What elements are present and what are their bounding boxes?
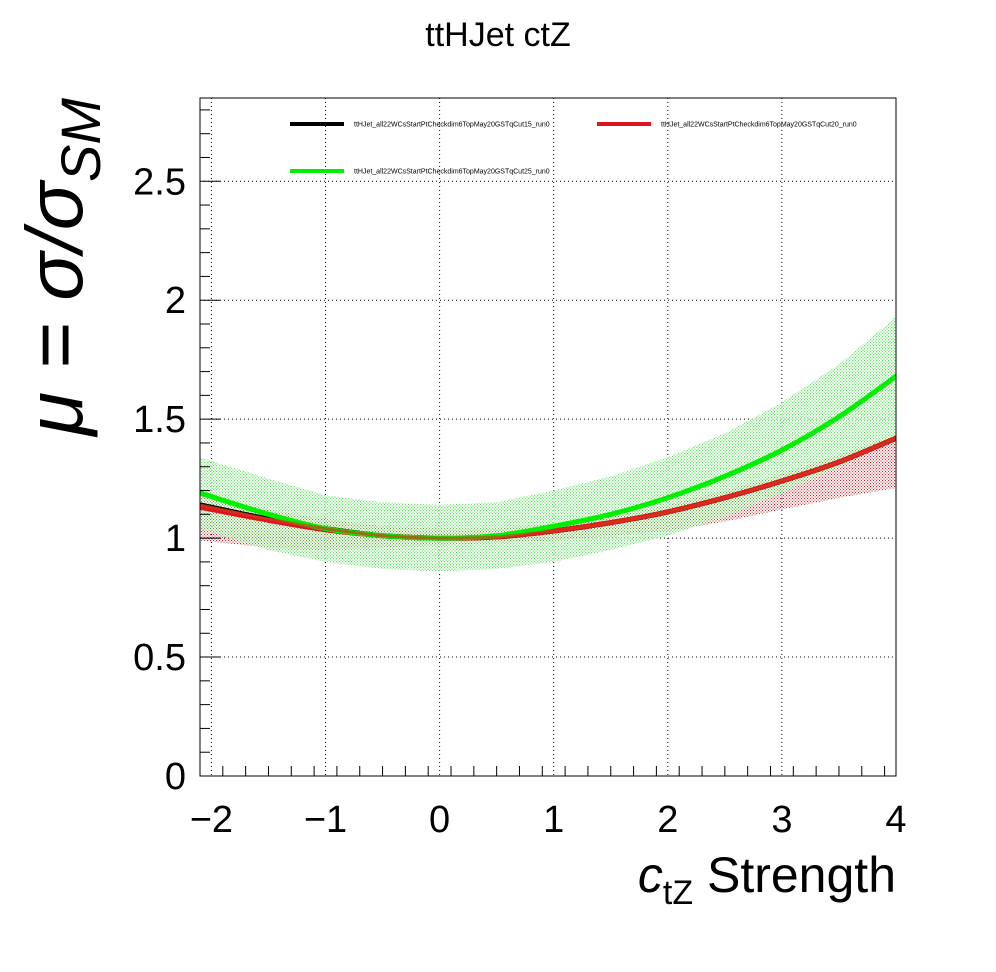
series-lines: [200, 373, 896, 541]
y-tick-label: 1: [165, 518, 186, 560]
series-line-overlap: [200, 436, 896, 540]
x-axis-label-suffix: Strength: [693, 847, 896, 903]
band-series-3: [200, 316, 896, 572]
y-tick-label: 2.5: [133, 161, 186, 203]
x-tick-label: −1: [304, 799, 347, 841]
legend: ttHJet_all22WCsStartPtCheckdim6TopMay20G…: [290, 122, 857, 176]
y-axis-label-sub: SM: [49, 98, 112, 182]
axes: −2 −1 0 1 2 3 4 0 0.5 1 1.5 2 2.5: [133, 109, 907, 841]
x-tick-label: 0: [429, 799, 450, 841]
x-axis-label-main: c: [638, 847, 663, 903]
y-tick-label: 1.5: [133, 399, 186, 441]
x-axis-label: ctZ Strength: [638, 847, 896, 912]
chart-title: ttHJet ctZ: [425, 16, 570, 54]
legend-label-3: ttHJet_all22WCsStartPtCheckdim6TopMay20G…: [354, 169, 550, 176]
y-tick-label: 2: [165, 280, 186, 322]
uncertainty-bands: [200, 316, 896, 572]
y-axis-label-prefix: μ = σ/σ: [10, 179, 99, 437]
x-tick-label: 4: [885, 799, 906, 841]
x-tick-label: 1: [543, 799, 564, 841]
band-series-2: [200, 435, 896, 550]
y-tick-label: 0.5: [133, 637, 186, 679]
x-tick-label: −2: [190, 799, 233, 841]
plot-frame: [199, 97, 897, 777]
x-tick-label: 3: [771, 799, 792, 841]
y-axis-label: μ = σ/σSM: [10, 98, 112, 438]
x-axis-label-sub: tZ: [663, 874, 693, 912]
legend-label-1: ttHJet_all22WCsStartPtCheckdim6TopMay20G…: [354, 122, 550, 129]
y-tick-label: 0: [165, 756, 186, 798]
x-tick-label: 2: [657, 799, 678, 841]
legend-label-2: ttHJet_all22WCsStartPtCheckdim6TopMay20G…: [661, 122, 857, 129]
